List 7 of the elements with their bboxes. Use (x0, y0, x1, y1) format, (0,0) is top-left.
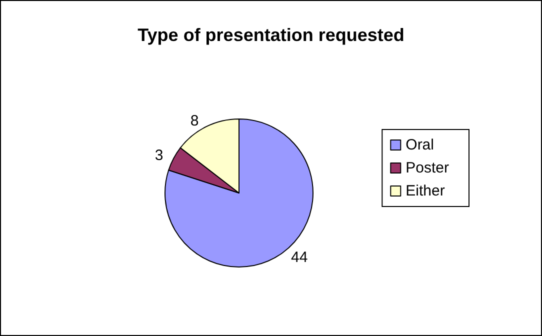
legend-label: Either (406, 182, 445, 200)
chart-title: Type of presentation requested (138, 25, 404, 45)
data-label: 44 (291, 249, 308, 266)
data-label: 8 (190, 112, 199, 130)
legend-label: Oral (406, 136, 434, 154)
data-label: 3 (154, 147, 164, 164)
legend-label: Poster (406, 160, 450, 176)
